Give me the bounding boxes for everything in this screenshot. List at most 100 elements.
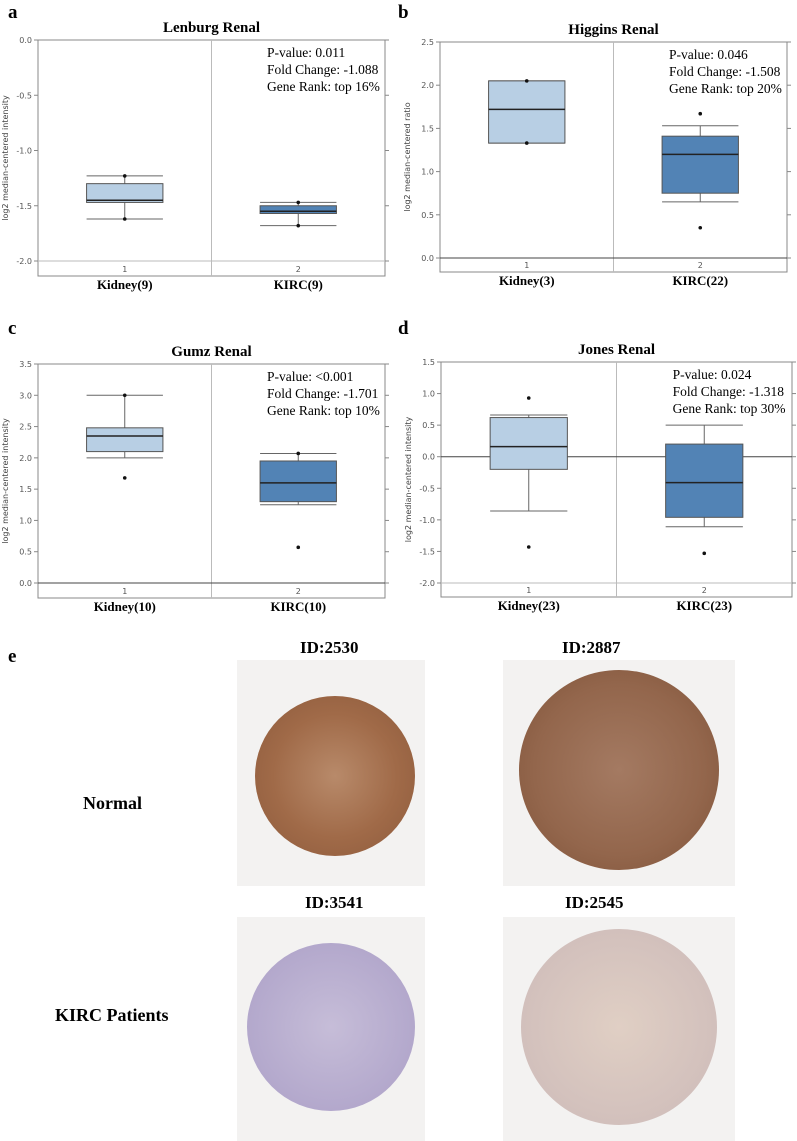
stat-line: Gene Rank: top 16% <box>267 79 380 94</box>
stat-line: P-value: 0.011 <box>267 45 345 60</box>
y-tick-label: -0.5 <box>419 484 435 493</box>
y-tick-label: 2.0 <box>421 81 434 90</box>
box-kirc <box>259 460 337 503</box>
y-tick-label: 0.5 <box>422 421 435 430</box>
group-index: 2 <box>698 261 703 270</box>
panel-label-c: c <box>8 318 16 339</box>
group-index: 1 <box>524 261 529 270</box>
tissue-image-normal-2887 <box>503 660 735 886</box>
category-label: Kidney(10) <box>94 599 156 614</box>
category-label: Kidney(9) <box>97 277 153 292</box>
y-tick-label: -2.0 <box>419 579 435 588</box>
panel-label-d: d <box>398 318 409 339</box>
group-index: 2 <box>296 587 301 596</box>
group-index: 1 <box>122 265 127 274</box>
y-axis-label: log2 median-centered ratio <box>403 102 412 211</box>
data-point <box>122 217 127 221</box>
y-tick-label: 2.5 <box>421 38 434 47</box>
data-point <box>122 476 127 480</box>
chart-title: Lenburg Renal <box>163 20 260 36</box>
data-point <box>524 141 529 145</box>
y-tick-label: -1.0 <box>419 516 435 525</box>
box-kidney <box>86 183 164 203</box>
chart-title: Jones Renal <box>578 342 655 358</box>
data-point <box>296 545 301 550</box>
tissue-image-normal-2530 <box>237 660 425 886</box>
tissue-id-2: ID:2887 <box>562 638 621 657</box>
y-tick-label: -0.5 <box>16 91 32 100</box>
group-index: 1 <box>526 586 531 595</box>
data-point <box>698 111 703 116</box>
box-kidney <box>489 417 568 470</box>
y-tick-label: 0.0 <box>421 254 434 263</box>
box-kirc <box>259 205 337 214</box>
box-plots: a Lenburg Renal 0.0 -0.5 -1.0 -1.5 -2.0 log2 me… <box>1 2 796 614</box>
data-point <box>526 396 531 400</box>
row-label-normal: Normal <box>83 793 142 813</box>
y-tick-label: 3.5 <box>19 360 32 369</box>
y-tick-label: 2.5 <box>19 423 32 432</box>
panel-label-b: b <box>398 2 409 23</box>
data-point <box>122 393 127 398</box>
y-tick-label: 0.0 <box>19 36 32 45</box>
tissue-id-4: ID:2545 <box>565 893 624 912</box>
box-kirc <box>661 135 739 194</box>
y-tick-label: -1.5 <box>16 202 32 211</box>
y-axis-label: log2 median-centered intensity <box>404 416 413 542</box>
tissue-id-3: ID:3541 <box>305 893 364 912</box>
data-point <box>122 174 127 178</box>
box-kidney <box>488 80 566 144</box>
chart-title: Gumz Renal <box>171 344 251 360</box>
panel-label-e: e <box>8 646 17 667</box>
category-label: KIRC(22) <box>672 273 728 288</box>
y-tick-label: 0.0 <box>19 579 32 588</box>
y-tick-label: 0.0 <box>422 453 435 462</box>
stat-line: Fold Change: -1.701 <box>267 386 378 401</box>
data-point <box>296 200 301 205</box>
stat-line: P-value: 0.024 <box>673 367 752 382</box>
category-label: KIRC(10) <box>270 599 326 614</box>
box-kidney <box>86 427 164 453</box>
stat-line: Fold Change: -1.088 <box>267 62 379 77</box>
y-tick-label: -1.0 <box>16 147 32 156</box>
row-label-kirc: KIRC Patients <box>55 1005 169 1025</box>
y-tick-label: 3.0 <box>19 391 32 400</box>
y-axis-label: log2 median-centered intensity <box>1 95 10 221</box>
box-kirc <box>665 443 744 518</box>
y-tick-label: 1.0 <box>421 168 434 177</box>
data-point <box>524 79 529 83</box>
group-index: 1 <box>122 587 127 596</box>
y-tick-label: 1.0 <box>422 390 435 399</box>
panel-label-a: a <box>8 2 18 23</box>
tissue-id-1: ID:2530 <box>300 638 359 657</box>
category-label: Kidney(3) <box>499 273 555 288</box>
category-label: KIRC(9) <box>274 277 323 292</box>
stat-line: P-value: <0.001 <box>267 369 353 384</box>
stat-line: P-value: 0.046 <box>669 47 748 62</box>
y-tick-label: 1.5 <box>422 358 435 367</box>
stat-line: Gene Rank: top 10% <box>267 403 380 418</box>
group-index: 2 <box>702 586 707 595</box>
data-point <box>526 545 531 549</box>
y-tick-label: -2.0 <box>16 257 32 266</box>
chart-title: Higgins Renal <box>568 22 658 38</box>
stat-line: Gene Rank: top 20% <box>669 81 782 96</box>
tissue-image-kirc-3541 <box>237 917 425 1141</box>
data-point <box>296 223 301 228</box>
tissue-image-kirc-2545 <box>503 917 735 1141</box>
y-tick-label: 1.0 <box>19 516 32 525</box>
stat-line: Fold Change: -1.318 <box>673 384 785 399</box>
data-point <box>698 225 703 230</box>
category-label: KIRC(23) <box>676 598 732 613</box>
y-tick-label: 1.5 <box>421 124 434 133</box>
y-tick-label: 2.0 <box>19 454 32 463</box>
y-axis-label: log2 median-centered intensity <box>1 418 10 544</box>
y-tick-label: 0.5 <box>421 211 434 220</box>
group-index: 2 <box>296 265 301 274</box>
y-tick-label: -1.5 <box>419 547 435 556</box>
stat-line: Fold Change: -1.508 <box>669 64 781 79</box>
data-point <box>702 551 707 556</box>
data-point <box>296 451 301 456</box>
stat-line: Gene Rank: top 30% <box>673 401 786 416</box>
y-tick-label: 1.5 <box>19 485 32 494</box>
